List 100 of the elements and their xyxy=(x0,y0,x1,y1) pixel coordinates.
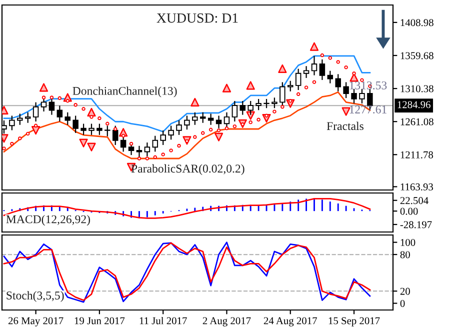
point xyxy=(113,127,118,131)
point xyxy=(42,96,46,100)
point xyxy=(121,134,126,138)
point xyxy=(216,128,221,132)
candlestick xyxy=(9,116,15,130)
candlestick xyxy=(80,124,86,135)
ref-line-label: 1284.96 xyxy=(398,101,430,108)
candlestick xyxy=(104,126,110,136)
annotation: 1313.53 xyxy=(350,81,387,90)
candlestick xyxy=(96,124,102,135)
y-tick-label: 22.504 xyxy=(400,197,428,204)
point xyxy=(256,118,260,122)
point xyxy=(26,132,30,136)
candlestick xyxy=(144,142,150,156)
candlestick xyxy=(240,100,246,115)
y-tick-label: 0 xyxy=(400,300,405,308)
point xyxy=(145,156,150,160)
candlestick xyxy=(17,114,23,125)
x-tick-label: 19 Jun 2017 xyxy=(74,317,125,324)
point xyxy=(193,135,197,139)
point xyxy=(177,144,181,148)
y-tick-label: 1163.93 xyxy=(400,183,433,190)
point xyxy=(320,53,324,58)
point xyxy=(336,60,340,64)
point xyxy=(264,114,268,118)
point xyxy=(280,105,284,109)
point xyxy=(18,136,22,140)
point xyxy=(222,84,232,92)
y-tick-label: 1359.68 xyxy=(400,52,434,60)
point xyxy=(90,115,94,119)
point xyxy=(58,96,62,100)
candlestick xyxy=(176,120,182,135)
candlestick xyxy=(216,116,222,128)
y-tick-label: 80 xyxy=(400,251,410,258)
candlestick xyxy=(56,106,63,122)
point xyxy=(304,86,308,90)
point xyxy=(34,124,38,128)
candlestick xyxy=(303,66,310,78)
candlestick xyxy=(280,82,286,107)
point xyxy=(82,107,86,111)
point xyxy=(232,124,237,128)
candlestick xyxy=(24,112,31,123)
point xyxy=(310,42,319,51)
candlestick xyxy=(256,98,262,110)
candlestick xyxy=(160,130,166,145)
x-tick-label: 15 Sep 2017 xyxy=(328,317,380,326)
candlestick xyxy=(48,98,55,115)
point xyxy=(190,98,200,106)
point xyxy=(328,56,332,60)
annotation: Stoch(3,5,5) xyxy=(6,291,64,302)
point xyxy=(129,142,134,146)
y-tick-label: 1211.78 xyxy=(400,151,434,158)
candlestick xyxy=(343,82,349,98)
x-tick-label: 2 Aug 2017 xyxy=(202,317,251,326)
y-tick-label: 1261.08 xyxy=(400,118,434,126)
annotation: Fractals xyxy=(326,122,364,130)
candlestick xyxy=(295,68,302,90)
x-tick-label: 24 Aug 2017 xyxy=(264,317,317,326)
candlestick xyxy=(288,80,294,92)
candlestick xyxy=(152,136,158,152)
point xyxy=(246,81,255,90)
candlestick xyxy=(359,88,365,104)
point xyxy=(278,64,287,73)
y-tick-label: 1408.98 xyxy=(400,19,434,26)
point xyxy=(169,148,173,152)
annotation: 1277.61 xyxy=(350,106,386,114)
point xyxy=(352,71,356,76)
candlestick xyxy=(64,112,70,125)
point xyxy=(10,142,14,146)
point xyxy=(106,122,110,126)
point xyxy=(87,108,96,117)
point xyxy=(32,126,40,135)
point xyxy=(2,146,6,150)
y-tick-label: 1310.38 xyxy=(400,85,434,92)
point xyxy=(296,92,300,96)
point xyxy=(344,65,348,70)
point xyxy=(272,110,276,114)
point xyxy=(137,156,142,160)
point xyxy=(208,128,213,132)
point xyxy=(39,83,48,92)
point xyxy=(79,138,88,148)
candlestick xyxy=(351,88,357,104)
point xyxy=(342,107,350,116)
point xyxy=(200,131,205,135)
candlestick xyxy=(88,124,94,135)
point xyxy=(288,98,292,103)
y-tick-label: 0.00 xyxy=(400,208,418,215)
y-tick-label: 20 xyxy=(400,288,410,295)
y-tick-label: 100 xyxy=(400,239,416,246)
candlestick xyxy=(184,116,190,130)
candlestick xyxy=(192,112,198,125)
candlestick xyxy=(319,59,326,80)
annotation: MACD(12,26,92) xyxy=(6,214,90,226)
candlestick xyxy=(168,126,174,140)
candlestick xyxy=(200,112,206,123)
candlestick xyxy=(335,74,341,92)
point xyxy=(50,96,54,100)
x-tick-label: 11 Jul 2017 xyxy=(140,316,187,324)
point xyxy=(87,142,96,152)
point xyxy=(74,103,78,107)
